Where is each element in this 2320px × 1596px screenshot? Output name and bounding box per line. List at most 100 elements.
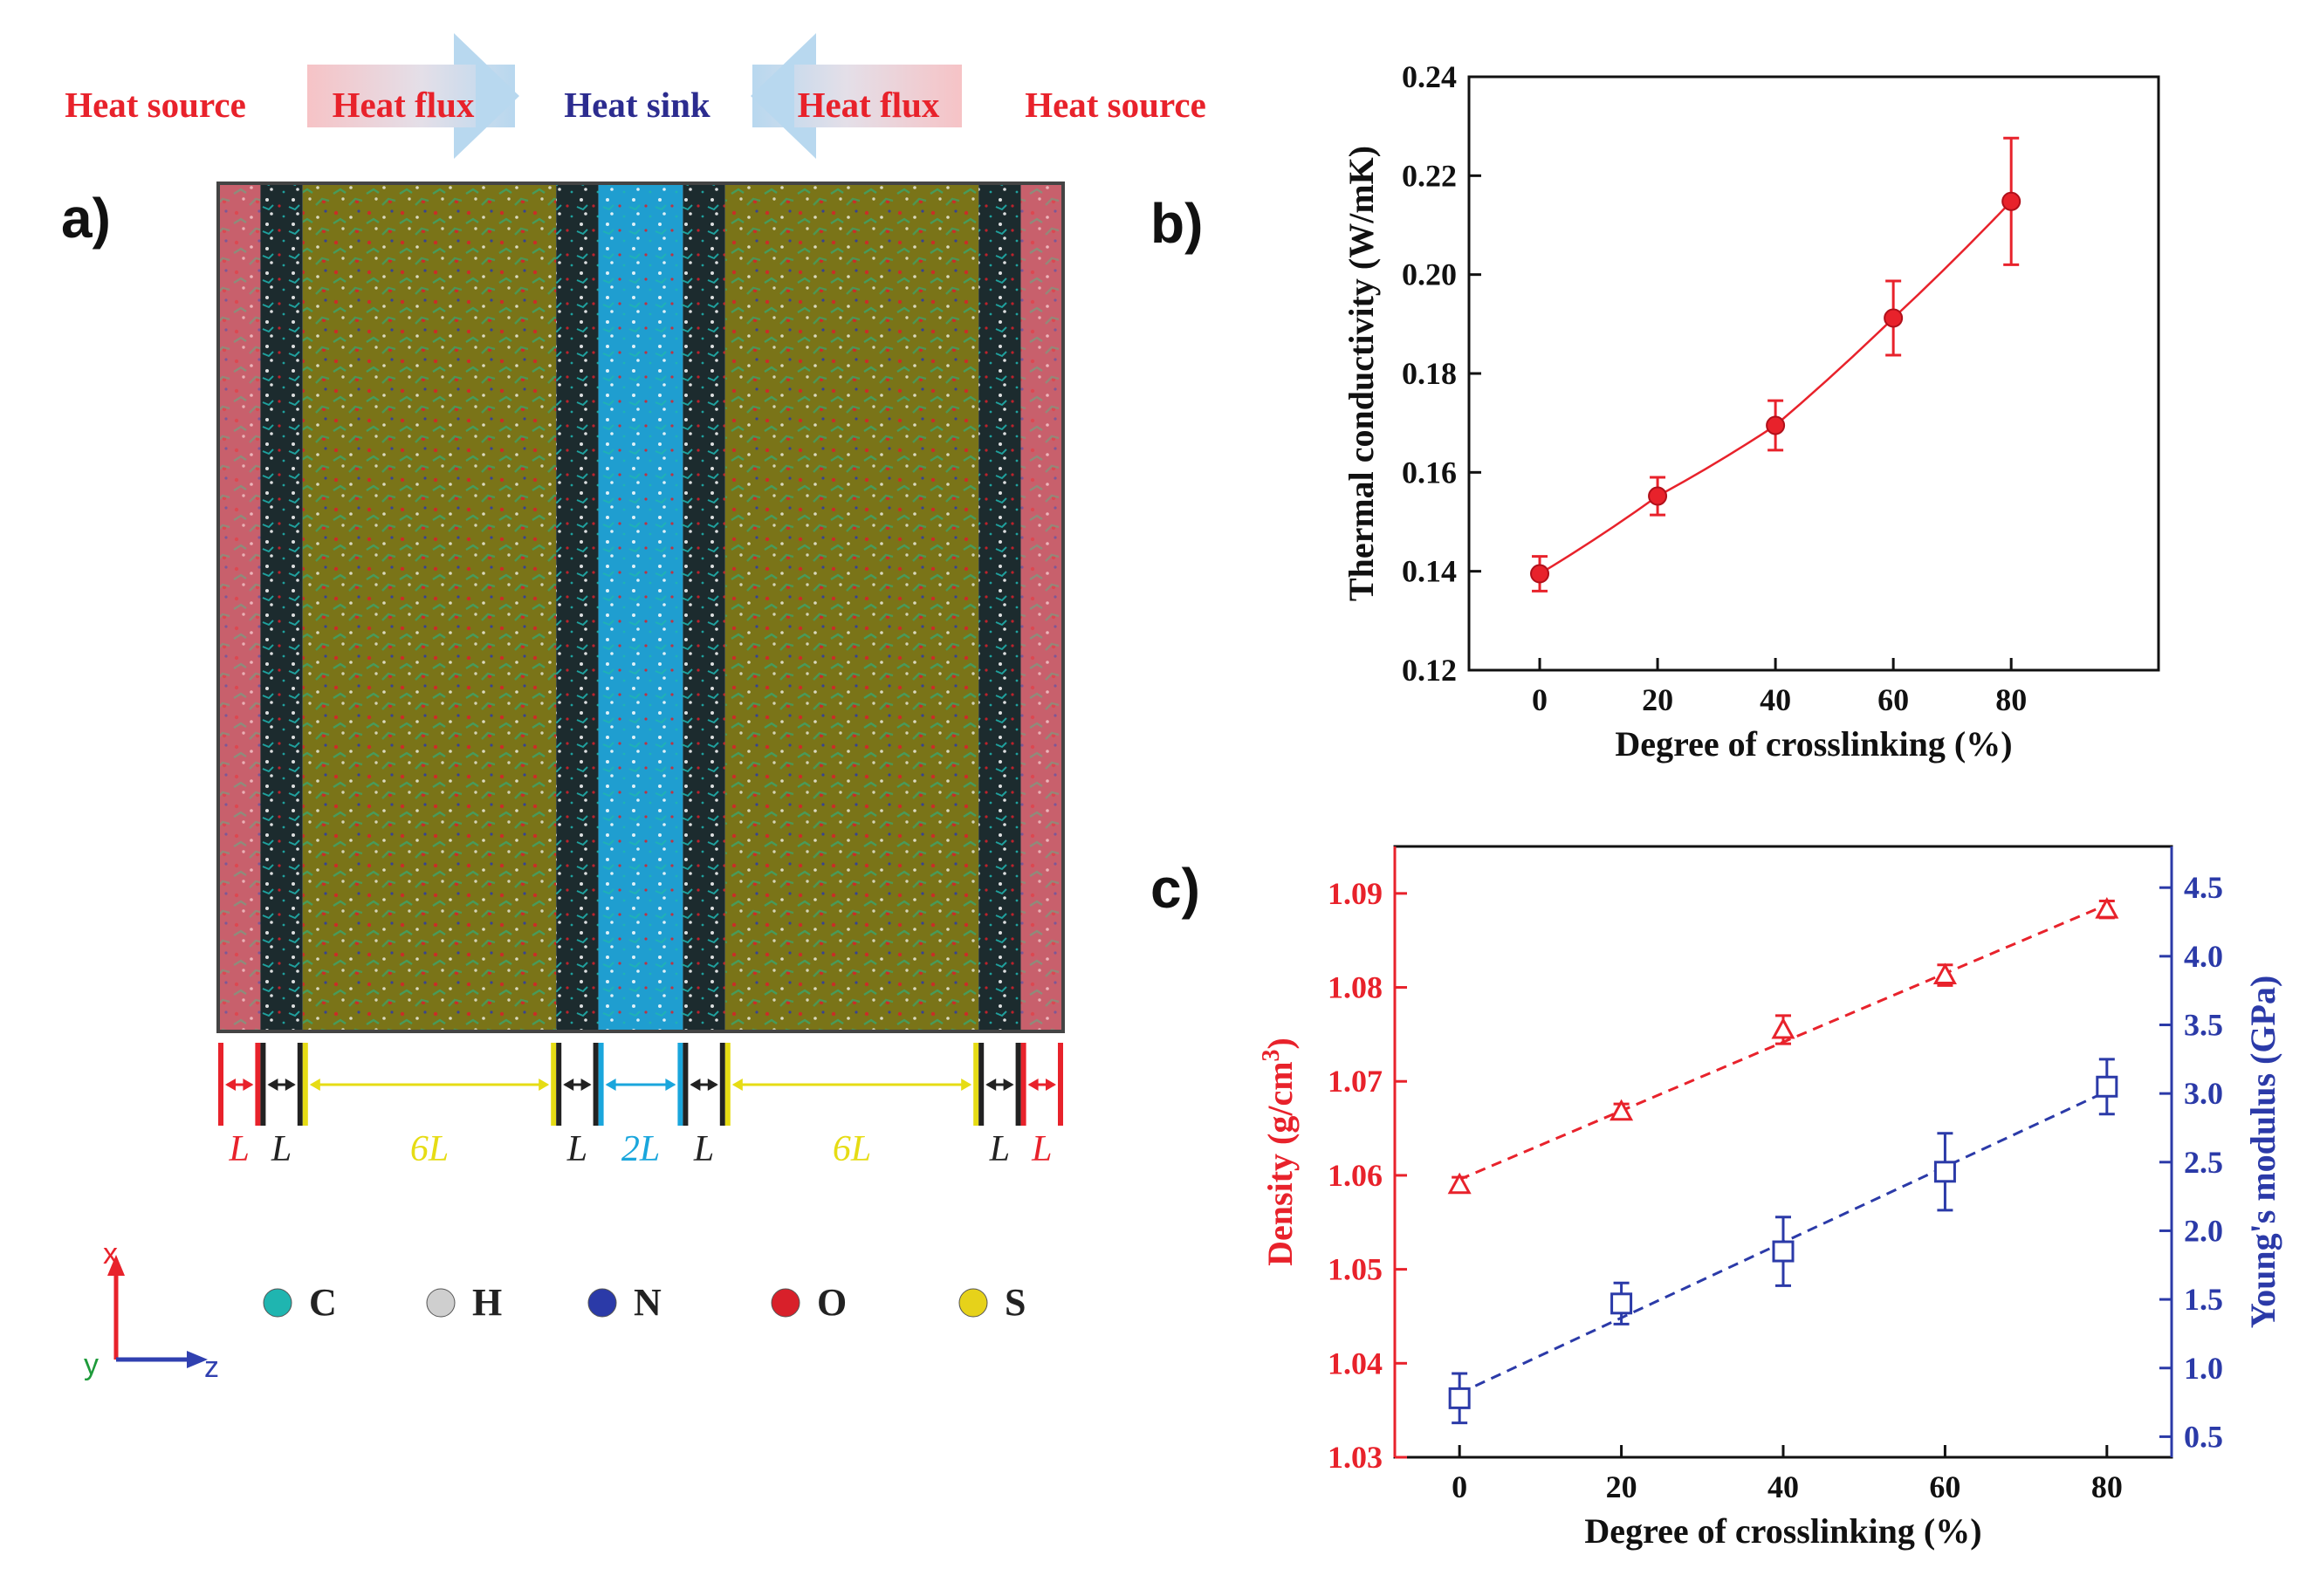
region-texture-5 xyxy=(683,183,725,1031)
y-tick-label: 0.24 xyxy=(1402,59,1457,94)
dim-arrow-r-4 xyxy=(665,1079,676,1091)
data-point-square xyxy=(1448,1387,1471,1409)
region-texture-7 xyxy=(978,183,1021,1031)
y-tick-label-right: 2.5 xyxy=(2184,1145,2223,1180)
axis-z-label: z xyxy=(204,1351,219,1384)
y-tick-label-left: 1.04 xyxy=(1328,1346,1383,1380)
y-tick-label-left: 1.09 xyxy=(1328,876,1383,911)
dim-arrow-l-6 xyxy=(731,1079,743,1091)
y-axis-title: Thermal conductivity (W/mK) xyxy=(1342,146,1381,601)
heat-flux-right-label: Heat flux xyxy=(798,85,940,125)
dim-label-6: 6L xyxy=(833,1129,871,1169)
region-dimension-markers: L L 6L L 2L L 6L L L xyxy=(218,1043,1063,1169)
axes-triad: x y z xyxy=(84,1237,219,1384)
x-tick-label: 0 xyxy=(1452,1469,1467,1504)
data-point xyxy=(1530,564,1550,584)
simulation-box xyxy=(218,183,1063,1031)
y-tick-label-right: 3.5 xyxy=(2184,1007,2223,1042)
y-tick-label-left: 1.06 xyxy=(1328,1158,1383,1193)
heat-source-right-label: Heat source xyxy=(1025,85,1206,125)
legend-marker-N xyxy=(587,1288,617,1318)
region-texture-2 xyxy=(302,183,557,1031)
y-tick-label-left: 1.03 xyxy=(1328,1440,1383,1475)
y-tick-label: 0.20 xyxy=(1402,257,1457,292)
y-tick-label-right: 4.0 xyxy=(2184,939,2223,974)
dim-arrow-l-0 xyxy=(225,1079,236,1091)
right-axis-title: Young's modulus (GPa) xyxy=(2243,976,2282,1329)
dim-arrow-l-3 xyxy=(563,1079,574,1091)
region-texture-4 xyxy=(598,183,683,1031)
dim-arrow-r-5 xyxy=(707,1079,718,1091)
legend-label-H: H xyxy=(472,1281,502,1324)
panel-b-label: b) xyxy=(1150,192,1203,255)
y-tick-label-right: 1.0 xyxy=(2184,1351,2223,1386)
data-point-triangle xyxy=(1447,1172,1472,1195)
data-point-square xyxy=(1772,1240,1795,1263)
plot-frame xyxy=(1393,845,2173,1459)
region-texture-0 xyxy=(218,183,261,1031)
legend-label-C: C xyxy=(309,1281,337,1324)
data-point-square xyxy=(1933,1161,1956,1183)
x-tick-label: 40 xyxy=(1767,1469,1799,1504)
heat-sink-label: Heat sink xyxy=(564,85,710,125)
legend-label-S: S xyxy=(1005,1281,1026,1324)
y-tick-label: 0.12 xyxy=(1402,653,1457,688)
dim-arrow-l-4 xyxy=(605,1079,616,1091)
simulation-box-frame xyxy=(216,182,1065,1033)
data-point-square xyxy=(2096,1075,2118,1098)
left-axis-title: Density (g/cm3) xyxy=(1258,1038,1301,1266)
y-tick-label-right: 3.0 xyxy=(2184,1076,2223,1111)
y-tick-label-right: 0.5 xyxy=(2184,1419,2223,1454)
panel-c-label: c) xyxy=(1150,857,1200,920)
dim-arrow-r-2 xyxy=(539,1079,550,1091)
region-texture-8 xyxy=(1020,183,1063,1031)
data-point xyxy=(2001,191,2021,211)
data-point-triangle xyxy=(1610,1099,1634,1121)
legend-marker-O xyxy=(771,1288,800,1318)
dim-arrow-l-2 xyxy=(309,1079,320,1091)
x-axis-title: Degree of crosslinking (%) xyxy=(1615,724,2012,764)
dim-arrow-l-5 xyxy=(690,1079,701,1091)
y-tick-label-right: 2.0 xyxy=(2184,1213,2223,1248)
axis-y-label: y xyxy=(84,1348,99,1381)
dim-arrow-l-7 xyxy=(985,1079,997,1091)
dim-arrow-r-3 xyxy=(580,1079,592,1091)
data-point-triangle xyxy=(1771,1017,1795,1039)
legend-marker-H xyxy=(426,1288,456,1318)
plot-frame xyxy=(1467,75,2160,672)
x-tick-label: 80 xyxy=(1995,682,2027,717)
region-texture-3 xyxy=(556,183,599,1031)
x-tick-label: 40 xyxy=(1760,682,1791,717)
panel-c: c) 0 20 40 60 80 Degree of crosslinking (%) 1.… xyxy=(1150,845,2282,1551)
x-tick-label: 20 xyxy=(1606,1469,1637,1504)
thermal-conductivity-chart: 0 20 40 60 80 0.12 0.14 0.16 0.18 0.20 0.22 0.24 Deg… xyxy=(1342,59,2160,764)
data-point xyxy=(1648,486,1668,506)
dim-label-4: 2L xyxy=(621,1129,660,1169)
dim-arrow-r-8 xyxy=(1046,1079,1056,1091)
dim-arrow-r-1 xyxy=(285,1079,296,1091)
dim-arrow-l-8 xyxy=(1027,1079,1039,1091)
panel-a-label: a) xyxy=(61,187,111,250)
y-tick-label: 0.16 xyxy=(1402,455,1457,490)
dim-label-0: L xyxy=(229,1129,250,1169)
data-point-square xyxy=(1610,1292,1633,1315)
dim-label-3: L xyxy=(566,1129,587,1169)
legend-label-N: N xyxy=(634,1281,662,1324)
y-tick-label-left: 1.08 xyxy=(1328,970,1383,1005)
dim-label-2: 6L xyxy=(410,1129,449,1169)
y-tick-label: 0.18 xyxy=(1402,356,1457,391)
region-texture-6 xyxy=(724,183,979,1031)
data-point xyxy=(1766,415,1786,435)
dim-arrow-r-6 xyxy=(961,1079,972,1091)
axis-x-label: x xyxy=(103,1237,118,1271)
dim-label-5: L xyxy=(693,1129,714,1169)
y-tick-label: 0.14 xyxy=(1402,554,1457,589)
x-tick-label: 80 xyxy=(2091,1469,2123,1504)
data-point-triangle xyxy=(1932,962,1957,985)
y-tick-label-left: 1.05 xyxy=(1328,1252,1383,1287)
region-texture-1 xyxy=(260,183,303,1031)
series-line xyxy=(1539,200,2013,575)
panel-a: Heat source Heat flux Heat sink Heat flu… xyxy=(61,33,1206,1384)
